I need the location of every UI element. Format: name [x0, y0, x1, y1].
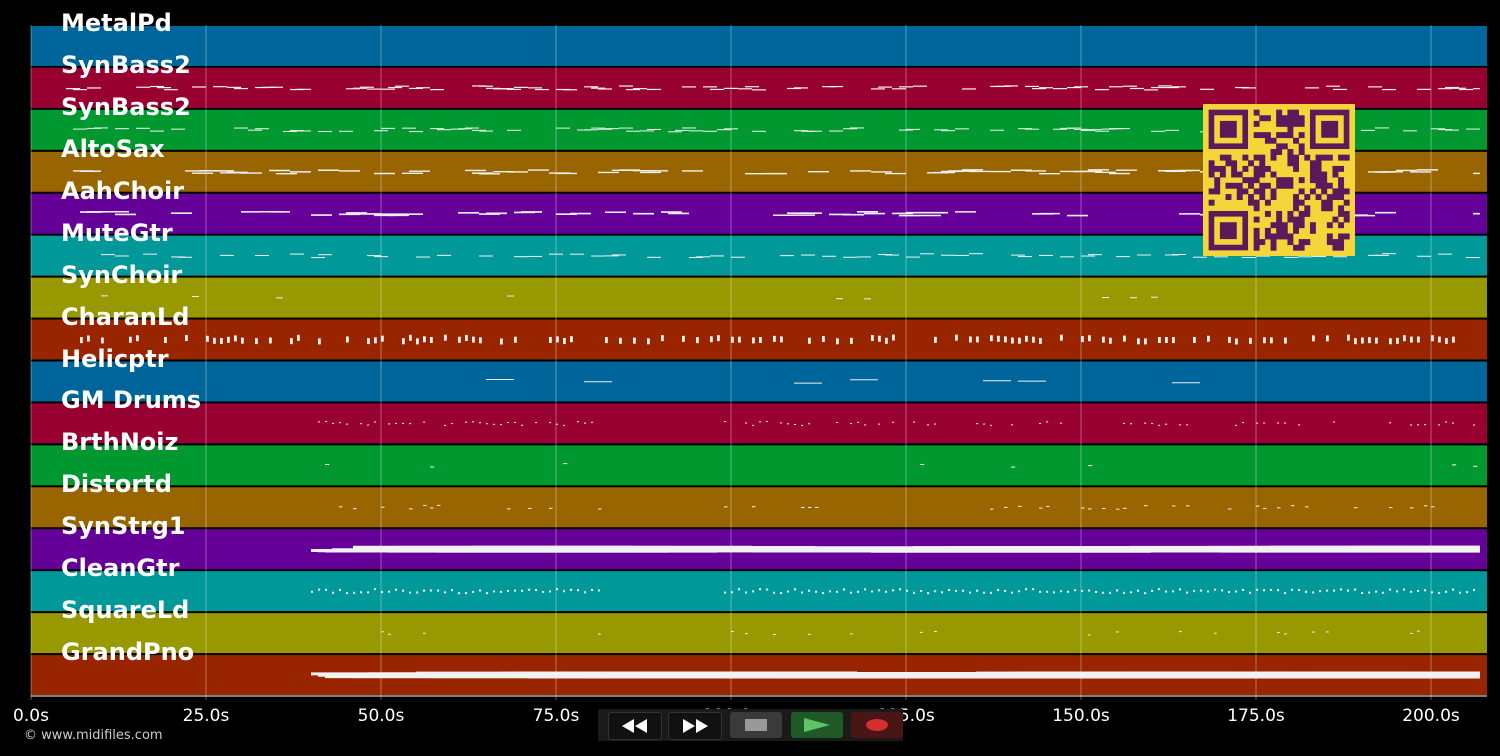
- track-row: [31, 613, 1487, 654]
- track-label: AahChoir: [61, 176, 185, 205]
- time-tick-label: 175.0s: [1227, 706, 1285, 726]
- qr-code: [1203, 104, 1355, 256]
- track-row: [31, 26, 1487, 66]
- track-label: GM Drums: [61, 386, 202, 415]
- stop-icon: [745, 719, 767, 731]
- track-label: SquareLd: [61, 596, 190, 625]
- track-label: SynChoir: [61, 260, 183, 289]
- rewind-icon: [622, 719, 647, 733]
- copyright-text: © www.midifiles.com: [24, 728, 163, 743]
- track-label: MuteGtr: [61, 218, 173, 247]
- track-label: GrandPno: [61, 638, 195, 667]
- track-label: SynBass2: [61, 92, 191, 121]
- track-label: SynBass2: [61, 50, 191, 79]
- record-icon: [866, 719, 888, 731]
- track-label: BrthNoiz: [61, 428, 179, 457]
- track-label: AltoSax: [61, 134, 165, 163]
- track-row: [31, 277, 1487, 318]
- track-label: SynStrg1: [61, 512, 186, 541]
- track-row: [31, 487, 1487, 528]
- time-tick-label: 200.0s: [1402, 706, 1460, 726]
- track-row: [31, 67, 1487, 108]
- track-label: MetalPd: [61, 9, 172, 37]
- track-label: Distortd: [61, 470, 172, 499]
- track-row: [31, 403, 1487, 444]
- track-label: CharanLd: [61, 302, 190, 331]
- track-row: [31, 361, 1487, 402]
- record-button[interactable]: [851, 712, 903, 738]
- play-button[interactable]: [791, 712, 843, 738]
- time-tick-label: 50.0s: [357, 706, 405, 726]
- fast-forward-button[interactable]: [668, 712, 722, 740]
- time-tick-label: 150.0s: [1052, 706, 1110, 726]
- fast-forward-icon: [683, 719, 708, 733]
- time-tick-label: 25.0s: [182, 706, 230, 726]
- transport-bar: [598, 709, 903, 741]
- rewind-button[interactable]: [608, 712, 662, 740]
- time-tick-label: 75.0s: [532, 706, 580, 726]
- track-label: Helicptr: [61, 344, 169, 373]
- track-row: [31, 571, 1487, 612]
- time-tick-label: 0.0s: [13, 706, 49, 726]
- play-icon: [804, 718, 830, 732]
- track-label: CleanGtr: [61, 554, 180, 583]
- stop-button[interactable]: [730, 712, 782, 738]
- track-row: [31, 445, 1487, 486]
